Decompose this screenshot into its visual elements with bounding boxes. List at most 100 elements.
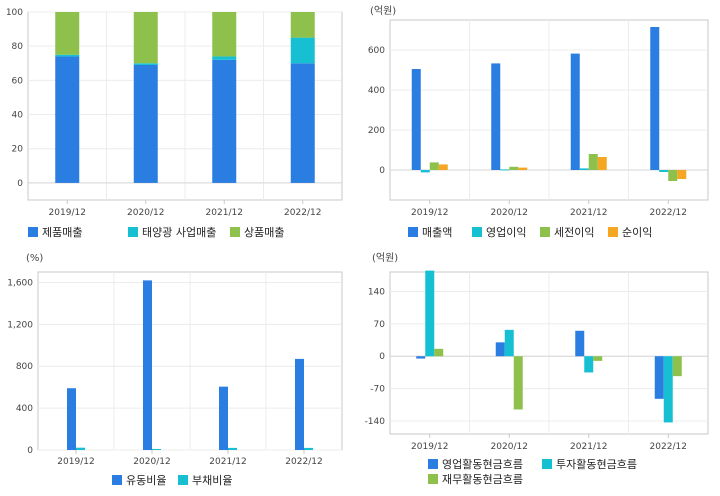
legend-swatch [112,475,122,485]
y-tick-label: 0 [379,352,385,362]
x-tick-label: 2019/12 [411,208,448,218]
bar-2 [663,356,673,423]
x-tick-label: 2019/12 [411,442,448,452]
y-tick-label: -70 [370,385,385,395]
legend-label: 부채비율 [192,474,232,487]
legend-label: 세전이익 [554,226,594,239]
bar-1 [575,330,585,357]
x-tick-label: 2020/12 [133,457,170,467]
bar-4 [677,170,687,179]
bar-2 [76,447,85,450]
y-tick-label: 800 [16,362,33,372]
bar-1 [290,63,315,183]
bar-1 [133,64,158,183]
bar-4 [518,167,528,170]
bar-2 [584,356,594,373]
legend-swatch [230,227,240,237]
bar-1 [212,59,237,183]
x-tick-label: 2021/12 [570,442,607,452]
x-tick-label: 2020/12 [127,208,164,218]
bar-2 [152,448,161,450]
legend-swatch [540,227,550,237]
bar-2 [290,37,315,64]
legend-swatch [472,227,482,237]
x-tick-label: 2021/12 [206,208,243,218]
bar-2 [425,270,435,357]
bar-2 [304,447,313,450]
unit-label: (억원) [370,5,396,17]
x-tick-label: 2019/12 [49,208,86,218]
bar-1 [650,27,660,170]
legend-swatch [428,459,438,469]
y-tick-label: 80 [12,42,24,52]
x-tick-label: 2020/12 [491,442,528,452]
legend-label: 태양광 사업매출 [142,226,216,239]
bar-4 [597,157,607,170]
bar-2 [55,54,80,57]
x-tick-label: 2020/12 [491,208,528,218]
bar-2 [500,169,510,171]
bar-3 [509,166,519,170]
y-tick-label: 100 [6,8,23,18]
bar-1 [143,280,152,450]
bar-2 [504,329,514,357]
legend-swatch [608,227,618,237]
bar-3 [429,162,439,170]
bar-2 [420,170,430,173]
y-tick-label: 70 [374,320,386,330]
legend-label: 제품매출 [42,226,82,239]
bar-3 [434,348,444,357]
bar-3 [290,12,315,38]
bar-3 [133,12,158,64]
legend-swatch [542,459,552,469]
bar-2 [133,63,158,65]
bar-3 [212,12,237,57]
chart-1: 0 20 40 60 80 100 2019/12 2020/12 2021/12 2022/12… [6,8,343,239]
x-tick-label: 2021/12 [570,208,607,218]
bar-1 [416,356,426,359]
x-tick-label: 2019/12 [57,457,94,467]
legend-label: 상품매출 [244,226,284,239]
x-tick-label: 2022/12 [650,442,687,452]
legend-swatch [178,475,188,485]
bar-1 [295,358,304,450]
y-tick-label: 60 [12,76,24,86]
bar-1 [495,342,505,357]
bar-3 [588,154,598,170]
legend-label: 재무활동현금흐름 [442,472,523,486]
bar-3 [668,170,678,181]
legend-label: 영업활동현금흐름 [442,457,523,471]
bar-3 [55,12,80,55]
bar-4 [438,164,448,170]
unit-label: (%) [26,253,43,264]
bar-1 [219,386,228,450]
y-tick-label: 140 [368,287,385,297]
bar-1 [491,63,501,170]
bar-2 [212,56,237,60]
bar-2 [228,447,237,450]
legend-label: 순이익 [622,226,652,239]
y-tick-label: 1,200 [7,320,33,330]
legend-label: 투자활동현금흐름 [556,457,637,471]
unit-label: (억원) [372,252,398,264]
y-tick-label: 600 [368,46,385,56]
x-tick-label: 2021/12 [209,457,246,467]
bar-3 [593,356,603,361]
y-tick-label: 400 [368,86,385,96]
bar-3 [513,356,523,410]
chart-3: 0 400 800 1,200 1,600 2019/12 2020/12 2021/12 20… [7,253,343,487]
bar-1 [67,388,76,450]
bar-2 [579,168,589,170]
bar-3 [672,356,682,377]
legend-label: 유동비율 [126,474,166,487]
chart-4: -140 -70 0 70 140 2019/12 2020/12 2021/12 2022/1… [365,252,709,486]
y-tick-label: 0 [379,166,385,176]
bar-1 [411,69,421,170]
legend-swatch [28,227,38,237]
bar-1 [654,356,664,399]
bar-1 [55,56,80,183]
bar-1 [570,53,580,170]
y-tick-label: 0 [17,179,23,189]
legend-label: 매출액 [422,226,452,239]
